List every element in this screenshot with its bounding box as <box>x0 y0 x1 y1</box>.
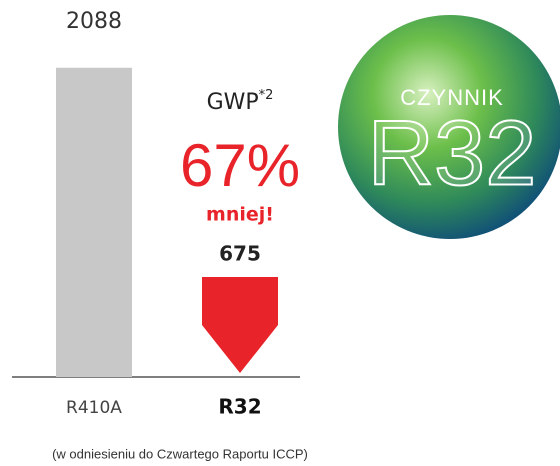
reduction-text: mniej! <box>206 204 274 226</box>
value-label: 2088 <box>66 9 122 34</box>
bar <box>56 68 132 377</box>
bar <box>202 277 278 373</box>
value-label: 675 <box>219 242 261 266</box>
badge-line2: R32 <box>368 102 537 204</box>
x-tick-label: R32 <box>218 395 261 419</box>
chart: GWP*2 67% mniej! (w odniesieniu do Czwar… <box>0 0 560 466</box>
badge: CZYNNIK R32 <box>338 15 560 239</box>
footnote: (w odniesieniu do Czwartego Raportu ICCP… <box>52 446 308 461</box>
x-tick-label: R410A <box>66 398 122 418</box>
reduction: 67% <box>180 132 300 199</box>
metric: GWP*2 <box>207 88 274 116</box>
